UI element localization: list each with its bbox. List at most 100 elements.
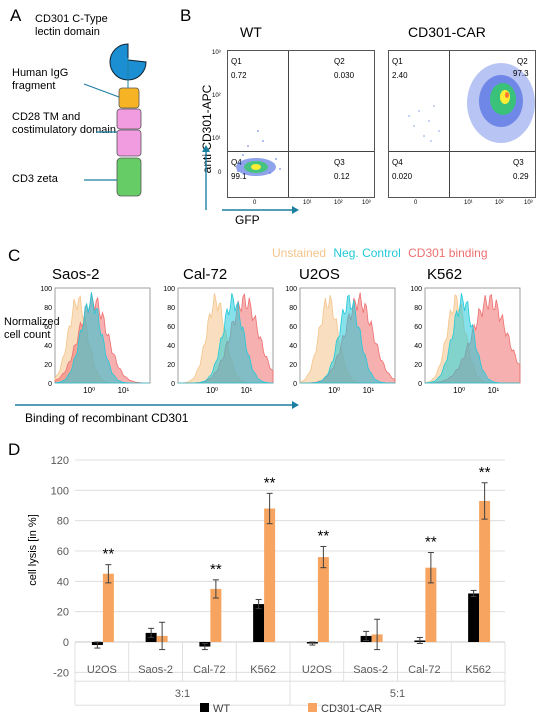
histogram-xtick: 10⁰ — [83, 386, 95, 395]
igg-fragment-shape — [118, 87, 140, 109]
histogram-xtick: 10¹ — [241, 386, 253, 395]
legend-neg-control: Neg. Control — [333, 246, 401, 260]
car-plot-title: CD301-CAR — [408, 24, 486, 40]
car-q2: Q2 — [517, 57, 528, 66]
lysis-bar — [264, 508, 276, 642]
igg-fragment-label: Human IgG fragment — [12, 67, 69, 92]
lysis-group-label: 5:1 — [390, 688, 405, 700]
histogram-curve — [424, 293, 520, 384]
histogram-ytick: 20 — [289, 362, 297, 369]
histogram-xtick: 10¹ — [118, 386, 130, 395]
histogram-ytick: 100 — [163, 286, 175, 293]
lysis-category-label: K562 — [465, 664, 491, 676]
lysis-bar-chart: cell lysis [in %] -20 0 20 40 60 80 100 120 U2OS S… — [27, 455, 506, 715]
panel-c-letter: C — [8, 246, 21, 265]
legend-wt-swatch — [200, 703, 209, 712]
significance-mark: ** — [425, 534, 437, 551]
histogram-ytick: 100 — [285, 286, 297, 293]
car-q1-value: 2.40 — [392, 71, 408, 80]
lysis-category-label: Saos-2 — [353, 664, 388, 676]
car-xtick-2: 10² — [495, 200, 504, 206]
histogram-ylabel: Normalized cell count — [4, 316, 60, 341]
lysis-ytick: 20 — [57, 607, 69, 619]
wt-q3: Q3 — [334, 158, 345, 167]
wt-plot-title: WT — [240, 24, 262, 40]
wt-density-cloud — [236, 130, 281, 176]
lysis-ytick: 100 — [51, 485, 69, 497]
histogram-ytick: 20 — [414, 362, 422, 369]
lysis-ytick: 120 — [51, 455, 69, 467]
cd3-zeta-label: CD3 zeta — [12, 173, 58, 185]
significance-mark: ** — [479, 464, 491, 481]
histogram-xtick: 10⁰ — [453, 386, 465, 395]
wt-xtick-1: 10¹ — [303, 200, 312, 206]
histogram-xtick: 10¹ — [488, 386, 500, 395]
car-q3: Q3 — [513, 158, 524, 167]
wt-ytick-3: 10³ — [212, 50, 221, 56]
histogram-ytick: 100 — [40, 286, 52, 293]
lysis-ytick: -20 — [53, 667, 69, 679]
histogram-ytick: 0 — [418, 381, 422, 388]
histogram-ytick: 60 — [44, 324, 52, 331]
lysis-bar — [425, 567, 437, 642]
wt-q1: Q1 — [231, 57, 242, 66]
lysis-ytick: 80 — [57, 516, 69, 528]
wt-ytick-0: 0 — [218, 170, 222, 176]
lysis-bar — [102, 573, 114, 642]
wt-xtick-2: 10² — [334, 200, 343, 206]
lysis-bar — [253, 604, 265, 642]
lysis-bar — [210, 588, 222, 642]
histogram-ytick: 60 — [414, 324, 422, 331]
wt-q3-value: 0.12 — [334, 172, 350, 181]
histogram-curve — [178, 293, 274, 384]
cd28-shape-2 — [116, 129, 142, 157]
legend-car-swatch — [308, 703, 317, 712]
lysis-ytick: 40 — [57, 576, 69, 588]
histogram-ytick: 80 — [289, 305, 297, 312]
wt-ytick-1: 10¹ — [212, 136, 221, 142]
significance-mark: ** — [210, 561, 222, 578]
car-q1: Q1 — [392, 57, 403, 66]
legend-car-label: CD301-CAR — [321, 703, 382, 715]
histogram-panels: 100 80 60 40 20 0 10⁰ 10¹ 100 80 60 40 20 0 10⁰ 10¹ 100 8… — [15, 286, 521, 409]
histogram-ytick: 80 — [414, 305, 422, 312]
histogram-xtick: 10⁰ — [328, 386, 340, 395]
legend-wt-label: WT — [213, 703, 230, 715]
wt-ytick-2: 10² — [212, 93, 221, 99]
car-construct-diagram — [83, 43, 147, 197]
histogram-xlabel: Binding of recombinant CD301 — [25, 411, 189, 425]
flow-x-axis-label: GFP — [235, 213, 260, 227]
car-q4: Q4 — [392, 158, 403, 167]
histogram-xtick: 10¹ — [363, 386, 375, 395]
lysis-category-label: U2OS — [87, 664, 117, 676]
lysis-category-label: Saos-2 — [138, 664, 173, 676]
wt-q4: Q4 — [231, 158, 242, 167]
histogram-ytick: 40 — [289, 343, 297, 350]
wt-scatter-plot: Q1 0.72 Q2 0.030 Q4 99.1 Q3 0.12 — [227, 50, 375, 198]
car-xtick-3: 10³ — [524, 200, 533, 206]
histogram-ytick: 20 — [167, 362, 175, 369]
car-q3-value: 0.29 — [513, 172, 529, 181]
car-xtick-0: 0 — [414, 200, 418, 206]
histogram-ytick: 40 — [414, 343, 422, 350]
cell-title-saos2: Saos-2 — [52, 266, 100, 283]
histogram-legend: Unstained Neg. Control CD301 binding — [272, 246, 488, 260]
panel-a-letter: A — [10, 6, 22, 25]
significance-mark: ** — [264, 474, 276, 491]
lysis-bar — [317, 557, 329, 642]
wt-q2: Q2 — [334, 57, 345, 66]
histogram-ytick: 0 — [171, 381, 175, 388]
histogram-curve — [299, 294, 396, 384]
histogram-ytick: 0 — [293, 381, 297, 388]
histogram-ytick: 20 — [44, 362, 52, 369]
lectin-domain-label: CD301 C-Type lectin domain — [35, 13, 108, 38]
car-xtick-1: 10¹ — [464, 200, 473, 206]
car-q2-value: 97.3 — [513, 69, 529, 78]
wt-q4-value: 99.1 — [231, 172, 247, 181]
lysis-group-label: 3:1 — [175, 688, 190, 700]
histogram-ytick: 80 — [44, 305, 52, 312]
legend-unstained: Unstained — [272, 246, 327, 260]
significance-mark: ** — [103, 546, 115, 563]
wt-xtick-0: 0 — [253, 200, 257, 206]
histogram-ytick: 60 — [289, 324, 297, 331]
